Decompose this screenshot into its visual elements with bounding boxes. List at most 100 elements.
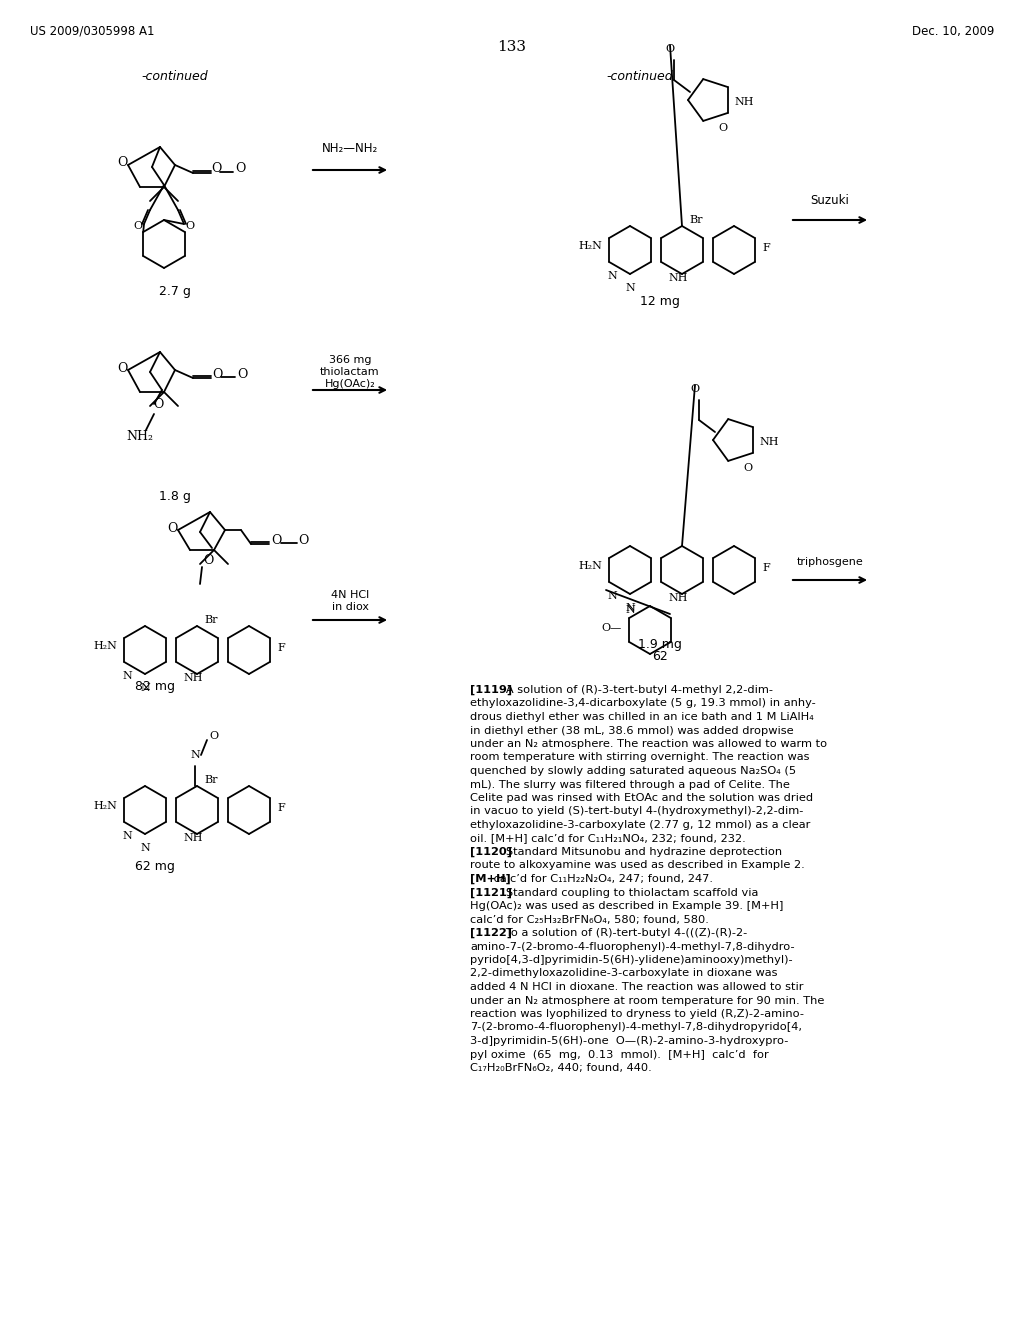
Text: N: N [122,832,132,841]
Text: [1119]: [1119] [470,685,512,696]
Text: 3-d]pyrimidin-5(6H)-one  O—(R)-2-amino-3-hydroxypro-: 3-d]pyrimidin-5(6H)-one O—(R)-2-amino-3-… [470,1036,788,1045]
Text: [1122]: [1122] [470,928,512,939]
Text: 366 mg: 366 mg [329,355,372,366]
Text: in vacuo to yield (S)-tert-butyl 4-(hydroxymethyl)-2,2-dim-: in vacuo to yield (S)-tert-butyl 4-(hydr… [470,807,804,817]
Text: NH: NH [183,673,203,682]
Text: O: O [203,553,213,566]
Text: 4N HCl: 4N HCl [331,590,369,601]
Text: N: N [625,282,635,293]
Text: Br: Br [204,775,218,785]
Text: pyrido[4,3-d]pyrimidin-5(6H)-ylidene)aminooxy)methyl)-: pyrido[4,3-d]pyrimidin-5(6H)-ylidene)ami… [470,954,793,965]
Text: O: O [117,362,127,375]
Text: US 2009/0305998 A1: US 2009/0305998 A1 [30,25,155,38]
Text: quenched by slowly adding saturated aqueous Na₂SO₄ (5: quenched by slowly adding saturated aque… [470,766,796,776]
Text: 7-(2-bromo-4-fluorophenyl)-4-methyl-7,8-dihydropyrido[4,: 7-(2-bromo-4-fluorophenyl)-4-methyl-7,8-… [470,1023,802,1032]
Text: NH: NH [669,273,688,282]
Text: [1121]: [1121] [470,887,512,898]
Text: NH: NH [734,96,754,107]
Text: oil. [M+H] calc’d for C₁₁H₂₁NO₄, 232; found, 232.: oil. [M+H] calc’d for C₁₁H₂₁NO₄, 232; fo… [470,833,745,843]
Text: Hg(OAc)₂: Hg(OAc)₂ [325,379,376,389]
Text: O: O [117,157,127,169]
Text: N: N [607,271,616,281]
Text: added 4 N HCl in dioxane. The reaction was allowed to stir: added 4 N HCl in dioxane. The reaction w… [470,982,804,993]
Text: To a solution of (R)-tert-butyl 4-(((Z)-(R)-2-: To a solution of (R)-tert-butyl 4-(((Z)-… [495,928,746,939]
Text: H₂N: H₂N [579,242,602,251]
Text: in diox: in diox [332,602,369,612]
Text: 1.8 g: 1.8 g [159,490,190,503]
Text: Standard Mitsunobu and hydrazine deprotection: Standard Mitsunobu and hydrazine deprote… [495,847,781,857]
Text: O: O [271,533,282,546]
Text: Br: Br [689,215,702,224]
Text: F: F [278,803,285,813]
Text: 62 mg: 62 mg [135,861,175,873]
Text: O: O [666,44,675,54]
Text: O: O [209,731,218,741]
Text: 82 mg: 82 mg [135,680,175,693]
Text: Celite pad was rinsed with EtOAc and the solution was dried: Celite pad was rinsed with EtOAc and the… [470,793,813,803]
Text: O: O [234,162,246,176]
Text: O: O [743,463,752,473]
Text: Standard coupling to thiolactam scaffold via: Standard coupling to thiolactam scaffold… [495,887,758,898]
Text: N: N [625,605,635,615]
Text: O—: O— [602,623,623,634]
Text: N: N [140,843,150,853]
Text: H₂N: H₂N [93,801,117,810]
Text: room temperature with stirring overnight. The reaction was: room temperature with stirring overnight… [470,752,810,763]
Text: Dec. 10, 2009: Dec. 10, 2009 [911,25,994,38]
Text: drous diethyl ether was chilled in an ice bath and 1 M LiAlH₄: drous diethyl ether was chilled in an ic… [470,711,814,722]
Text: Suzuki: Suzuki [811,194,850,207]
Text: O: O [133,220,142,231]
Text: Br: Br [204,615,218,624]
Text: [1120]: [1120] [470,847,512,857]
Text: [M+H]: [M+H] [470,874,511,884]
Text: O: O [185,220,195,231]
Text: NH: NH [669,593,688,603]
Text: 2.7 g: 2.7 g [159,285,190,298]
Text: NH₂—NH₂: NH₂—NH₂ [322,143,378,154]
Text: N: N [625,603,635,612]
Text: calc’d for C₁₁H₂₂N₂O₄, 247; found, 247.: calc’d for C₁₁H₂₂N₂O₄, 247; found, 247. [490,874,714,884]
Text: O: O [212,367,222,380]
Text: A solution of (R)-3-tert-butyl 4-methyl 2,2-dim-: A solution of (R)-3-tert-butyl 4-methyl … [495,685,772,696]
Text: -continued: -continued [606,70,674,83]
Text: H₂N: H₂N [579,561,602,572]
Text: thiolactam: thiolactam [321,367,380,378]
Text: C₁₇H₂₀BrFN₆O₂, 440; found, 440.: C₁₇H₂₀BrFN₆O₂, 440; found, 440. [470,1063,651,1073]
Text: O: O [153,397,163,411]
Text: O: O [211,162,221,176]
Text: O: O [690,384,699,393]
Text: ethyloxazolidine-3,4-dicarboxylate (5 g, 19.3 mmol) in anhy-: ethyloxazolidine-3,4-dicarboxylate (5 g,… [470,698,816,709]
Text: under an N₂ atmosphere at room temperature for 90 min. The: under an N₂ atmosphere at room temperatu… [470,995,824,1006]
Text: F: F [762,564,770,573]
Text: O: O [167,521,177,535]
Text: route to alkoxyamine was used as described in Example 2.: route to alkoxyamine was used as describ… [470,861,805,870]
Text: 133: 133 [498,40,526,54]
Text: O: O [298,533,308,546]
Text: mL). The slurry was filtered through a pad of Celite. The: mL). The slurry was filtered through a p… [470,780,790,789]
Text: under an N₂ atmosphere. The reaction was allowed to warm to: under an N₂ atmosphere. The reaction was… [470,739,827,748]
Text: F: F [278,643,285,653]
Text: 1.9 mg: 1.9 mg [638,638,682,651]
Text: in diethyl ether (38 mL, 38.6 mmol) was added dropwise: in diethyl ether (38 mL, 38.6 mmol) was … [470,726,794,735]
Text: 62: 62 [652,649,668,663]
Text: amino-7-(2-bromo-4-fluorophenyl)-4-methyl-7,8-dihydro-: amino-7-(2-bromo-4-fluorophenyl)-4-methy… [470,941,795,952]
Text: calc’d for C₂₅H₃₂BrFN₆O₄, 580; found, 580.: calc’d for C₂₅H₃₂BrFN₆O₄, 580; found, 58… [470,915,709,924]
Text: reaction was lyophilized to dryness to yield (R,Z)-2-amino-: reaction was lyophilized to dryness to y… [470,1008,804,1019]
Text: 2,2-dimethyloxazolidine-3-carboxylate in dioxane was: 2,2-dimethyloxazolidine-3-carboxylate in… [470,969,777,978]
Text: O: O [237,367,248,380]
Text: 12 mg: 12 mg [640,294,680,308]
Text: O: O [718,123,727,133]
Text: Hg(OAc)₂ was used as described in Example 39. [M+H]: Hg(OAc)₂ was used as described in Exampl… [470,902,783,911]
Text: H₂N: H₂N [93,642,117,651]
Text: N: N [140,682,150,693]
Text: F: F [762,243,770,253]
Text: triphosgene: triphosgene [797,557,863,568]
Text: NH₂: NH₂ [127,429,154,442]
Text: N: N [607,591,616,601]
Text: NH: NH [759,437,778,447]
Text: NH: NH [183,833,203,843]
Text: N: N [190,750,200,760]
Text: ethyloxazolidine-3-carboxylate (2.77 g, 12 mmol) as a clear: ethyloxazolidine-3-carboxylate (2.77 g, … [470,820,810,830]
Text: -continued: -continued [141,70,208,83]
Text: pyl oxime  (65  mg,  0.13  mmol).  [M+H]  calc’d  for: pyl oxime (65 mg, 0.13 mmol). [M+H] calc… [470,1049,769,1060]
